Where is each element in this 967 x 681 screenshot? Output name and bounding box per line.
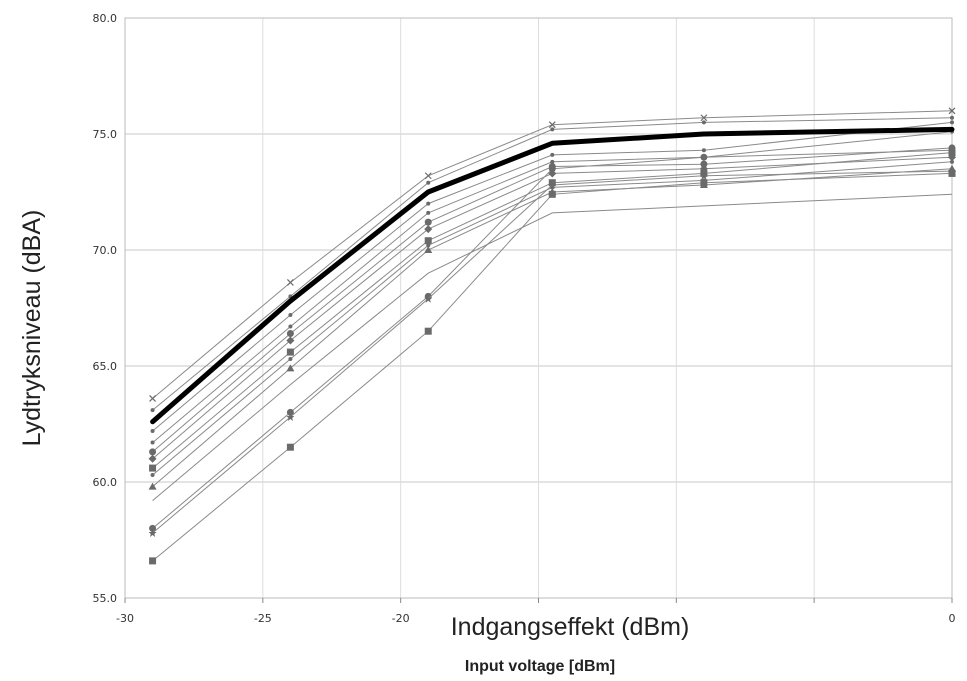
series-line xyxy=(148,164,956,490)
data-point xyxy=(700,160,708,168)
data-point xyxy=(150,440,155,445)
data-point xyxy=(286,330,294,338)
y-tick-label: 65.0 xyxy=(93,360,118,373)
data-point xyxy=(701,120,706,125)
data-point xyxy=(426,243,431,248)
series-path xyxy=(152,156,953,460)
data-point xyxy=(286,336,295,345)
gridlines xyxy=(125,18,952,598)
data-point xyxy=(149,395,156,402)
x-axis-label-overlay: Indgangseffekt (dBm) xyxy=(451,613,690,641)
data-point xyxy=(424,294,433,303)
data-point xyxy=(948,169,956,177)
data-point xyxy=(149,557,157,565)
data-point xyxy=(424,237,432,245)
data-point xyxy=(286,408,294,416)
data-point xyxy=(950,115,954,120)
highlight-series-layer xyxy=(150,126,955,425)
data-point xyxy=(550,159,555,164)
data-point xyxy=(550,127,555,132)
series-path xyxy=(152,161,953,476)
x-tick-label: -20 xyxy=(392,612,410,625)
series-line xyxy=(149,107,956,402)
data-point xyxy=(149,464,157,472)
data-point xyxy=(550,152,555,157)
series-path xyxy=(152,152,953,469)
data-point xyxy=(286,443,294,451)
data-point xyxy=(950,120,954,125)
data-point xyxy=(150,473,155,478)
y-axis-label: Lydtryksniveau (dBA) xyxy=(18,210,46,447)
data-point xyxy=(700,179,708,187)
series-line xyxy=(149,146,956,532)
data-point xyxy=(700,153,708,161)
data-point xyxy=(424,218,432,226)
series-line xyxy=(150,115,954,413)
data-point xyxy=(424,246,433,253)
data-point xyxy=(548,121,556,129)
series-path xyxy=(152,117,953,411)
highlight-series-path xyxy=(150,126,955,425)
data-point xyxy=(424,225,433,234)
data-point xyxy=(548,165,556,173)
x-tick-label: 0 xyxy=(949,612,956,625)
x-axis-ticks: -30 -25 -20 0 xyxy=(116,598,956,625)
data-point xyxy=(286,348,294,356)
data-point xyxy=(426,180,431,185)
y-tick-label: 75.0 xyxy=(93,128,118,141)
series-line xyxy=(150,120,954,433)
data-point xyxy=(148,454,157,463)
data-point xyxy=(148,529,157,538)
data-point xyxy=(426,210,431,215)
series-path xyxy=(152,110,953,399)
data-point xyxy=(699,171,708,180)
series-path xyxy=(152,193,953,501)
data-point xyxy=(548,190,556,198)
x-axis-label: Input voltage [dBm] xyxy=(465,658,615,675)
series-path xyxy=(152,149,953,529)
data-point xyxy=(948,146,956,154)
y-axis-ticks: 55.0 60.0 65.0 70.0 75.0 80.0 xyxy=(93,12,118,605)
data-point xyxy=(288,357,293,362)
y-tick-label: 70.0 xyxy=(93,244,118,257)
y-tick-label: 80.0 xyxy=(93,12,118,25)
series-layer xyxy=(148,107,956,565)
data-point xyxy=(701,148,706,153)
data-point xyxy=(424,327,432,335)
data-point xyxy=(700,114,708,122)
y-tick-label: 55.0 xyxy=(93,592,118,605)
data-point xyxy=(150,408,155,413)
data-point xyxy=(288,324,293,329)
series-path xyxy=(152,131,953,443)
data-point xyxy=(286,364,295,372)
data-point xyxy=(288,312,293,317)
data-point xyxy=(548,181,557,190)
data-point xyxy=(149,448,157,456)
series-path xyxy=(152,172,953,562)
series-line xyxy=(149,169,956,565)
data-point xyxy=(286,413,295,422)
x-tick-label: -25 xyxy=(254,612,272,625)
series-path xyxy=(152,168,953,487)
data-point xyxy=(426,201,431,206)
x-tick-label: -30 xyxy=(116,612,134,625)
data-point xyxy=(286,279,294,286)
data-point xyxy=(150,428,155,433)
series-line xyxy=(150,129,954,445)
data-point xyxy=(948,107,956,115)
series-path xyxy=(152,121,953,432)
y-tick-label: 60.0 xyxy=(93,476,118,489)
series-line xyxy=(152,193,953,501)
series-path xyxy=(152,147,953,453)
data-point xyxy=(950,159,954,164)
data-point xyxy=(149,524,157,532)
data-point xyxy=(424,172,432,180)
series-path xyxy=(152,170,953,534)
data-point xyxy=(148,482,157,490)
